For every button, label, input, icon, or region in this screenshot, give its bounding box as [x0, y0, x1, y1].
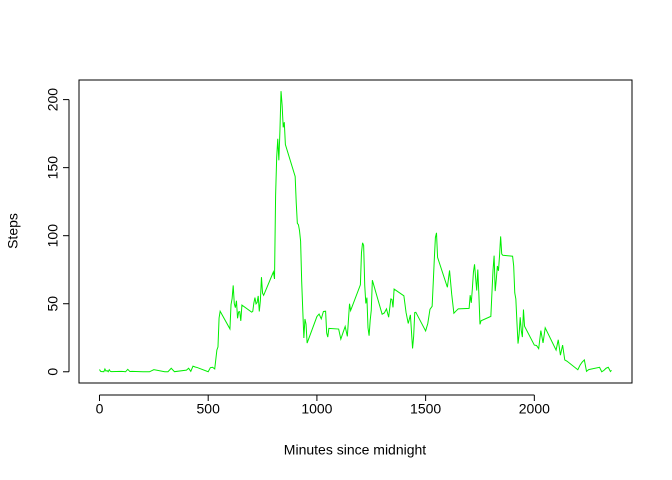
plot-box — [78, 79, 633, 384]
x-axis-label: Minutes since midnight — [284, 442, 427, 458]
y-axis-label: Steps — [5, 213, 21, 249]
y-tick-label: 50 — [45, 296, 61, 312]
y-tick-label: 150 — [45, 156, 61, 180]
x-tick-label: 1000 — [301, 401, 332, 417]
y-tick-label: 0 — [45, 368, 61, 376]
x-tick-label: 2000 — [519, 401, 550, 417]
x-tick-label: 0 — [96, 401, 104, 417]
y-tick-label: 100 — [45, 224, 61, 248]
x-tick-label: 500 — [197, 401, 221, 417]
data-line — [99, 91, 612, 373]
y-tick-label: 200 — [45, 88, 61, 112]
x-tick-label: 1500 — [410, 401, 441, 417]
